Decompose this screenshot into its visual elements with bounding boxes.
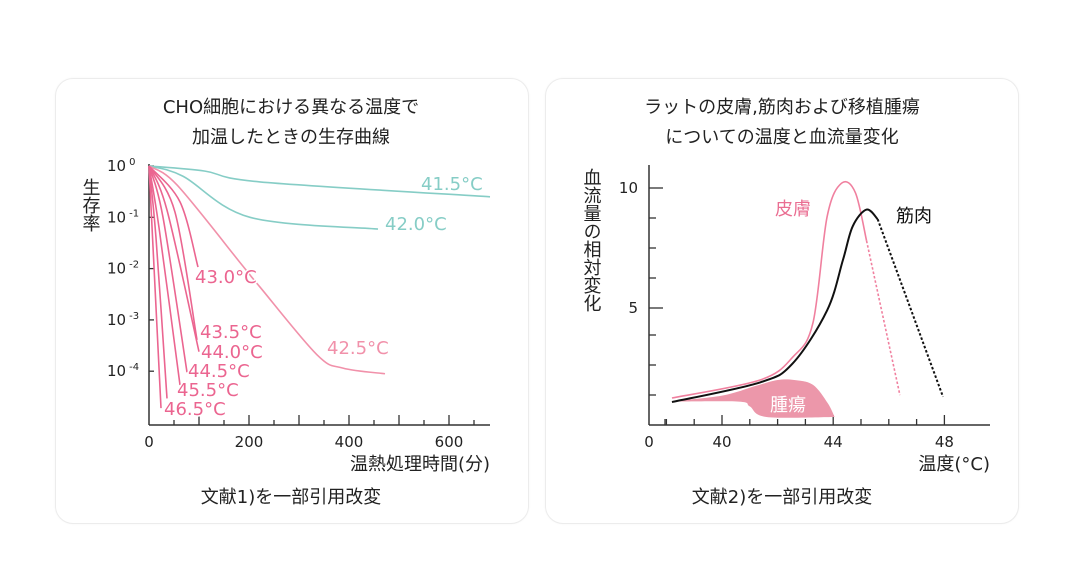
y-tick-exponent: -1 <box>129 208 139 219</box>
y-tick-base: 10 <box>107 311 126 329</box>
blood-flow-chart-card <box>545 78 1019 524</box>
x-tick-label: 400 <box>335 433 364 451</box>
survival-chart-card <box>55 78 529 524</box>
chart-title-line-1: ラットの皮膚,筋肉および移植腫瘍 <box>644 97 920 118</box>
y-tick-label: 10 -2 <box>107 260 139 278</box>
survival-curve-line <box>148 165 162 409</box>
y-tick-exponent: 0 <box>129 157 135 168</box>
series-label: 43.5°C <box>200 322 262 343</box>
survival-curve-line <box>148 165 379 230</box>
x-tick-label: 200 <box>235 433 264 451</box>
x-tick-label: 600 <box>435 433 464 451</box>
series-label: 42.0°C <box>385 214 447 235</box>
blood-flow-chart: ラットの皮膚,筋肉および移植腫瘍 についての温度と血流量変化 血流量の相対変化 … <box>581 97 990 508</box>
survival-curve-line <box>148 165 181 386</box>
series-label: 44.0°C <box>201 342 263 363</box>
y-tick-label: 5 <box>628 299 638 317</box>
y-tick-label: 10 <box>619 179 638 197</box>
x-tick-label: 0 <box>644 433 654 451</box>
series-label: 41.5°C <box>421 174 483 195</box>
chart-title-line-2: 加温したときの生存曲線 <box>192 127 390 148</box>
survival-curve-line <box>148 165 198 341</box>
x-axis-title: 温熱処理時間(分) <box>350 454 490 475</box>
x-tick-label: 0 <box>144 433 154 451</box>
x-axis-title: 温度(°C) <box>918 454 990 475</box>
survival-curve-line <box>148 165 168 399</box>
skin-label: 皮膚 <box>775 199 811 220</box>
y-tick-exponent: -4 <box>129 362 139 373</box>
survival-curve-line <box>148 165 491 198</box>
y-tick-exponent: -2 <box>129 260 139 271</box>
survival-curve-line <box>148 165 188 373</box>
muscle-label: 筋肉 <box>896 206 932 227</box>
source-note: 文献1)を一部引用改変 <box>201 487 381 508</box>
series-label: 42.5°C <box>327 338 389 359</box>
tumor-label: 腫瘍 <box>770 395 806 416</box>
skin-dashed-extension <box>865 240 901 396</box>
series-label: 44.5°C <box>188 361 250 382</box>
y-tick-base: 10 <box>107 157 126 175</box>
chart-title-line-1: CHO細胞における異なる温度で <box>163 97 419 118</box>
y-tick-label: 10 -1 <box>107 208 139 226</box>
source-note: 文献2)を一部引用改変 <box>692 487 872 508</box>
muscle-curve-line <box>671 208 879 404</box>
survival-curve-line <box>148 165 386 375</box>
skin-curve-line <box>671 180 868 399</box>
series-label: 45.5°C <box>177 380 239 401</box>
y-tick-exponent: -3 <box>129 311 139 322</box>
tumor-area <box>671 379 835 418</box>
chart-title-line-2: についての温度と血流量変化 <box>665 127 898 148</box>
y-tick-label: 10 0 <box>107 157 135 175</box>
y-tick-label: 10 -3 <box>107 311 139 329</box>
y-tick-base: 10 <box>107 260 126 278</box>
y-axis-title: 血流量の相対変化 <box>581 168 602 312</box>
survival-curve-chart: CHO細胞における異なる温度で 加温したときの生存曲線 生存率 温熱処理時間(分… <box>80 97 491 508</box>
y-tick-base: 10 <box>107 208 126 226</box>
x-tick-label: 44 <box>824 433 843 451</box>
x-tick-label: 48 <box>935 433 954 451</box>
y-tick-label: 10 -4 <box>107 362 139 380</box>
x-tick-label: 40 <box>712 433 731 451</box>
series-label: 46.5°C <box>164 399 226 420</box>
survival-curve-line <box>148 165 199 268</box>
muscle-dashed-extension <box>876 218 944 398</box>
series-label: 43.0°C <box>195 267 257 288</box>
y-tick-base: 10 <box>107 362 126 380</box>
survival-curve-line <box>148 165 200 352</box>
y-axis-title: 生存率 <box>80 178 101 232</box>
